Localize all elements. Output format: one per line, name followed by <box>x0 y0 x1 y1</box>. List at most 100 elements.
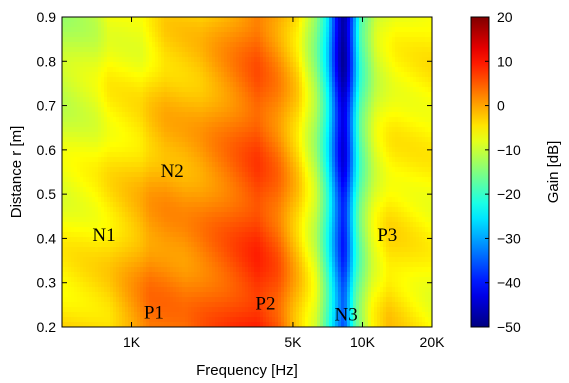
heatmap-cell <box>419 32 423 38</box>
heatmap-cell <box>413 167 417 173</box>
heatmap-cell <box>347 52 351 58</box>
heatmap-cell <box>335 157 339 163</box>
heatmap-cell <box>170 62 174 68</box>
heatmap-cell <box>110 152 114 158</box>
heatmap-cell <box>395 52 399 58</box>
heatmap-cell <box>305 122 309 128</box>
heatmap-cell <box>113 82 117 88</box>
heatmap-cell <box>176 92 180 98</box>
heatmap-cell <box>332 177 336 183</box>
heatmap-cell <box>383 147 387 153</box>
heatmap-cell <box>143 87 147 93</box>
heatmap-cell <box>233 207 237 213</box>
heatmap-cell <box>314 27 318 33</box>
heatmap-cell <box>68 77 72 83</box>
heatmap-cell <box>128 72 132 78</box>
heatmap-cell <box>200 152 204 158</box>
heatmap-cell <box>179 212 183 218</box>
heatmap-cell <box>206 92 210 98</box>
heatmap-cell <box>134 172 138 178</box>
heatmap-cell <box>398 202 402 208</box>
heatmap-cell <box>62 102 66 108</box>
heatmap-cell <box>314 172 318 178</box>
heatmap-cell <box>398 57 402 63</box>
heatmap-cell <box>212 37 216 43</box>
heatmap-cell <box>110 17 114 23</box>
heatmap-cell <box>185 132 189 138</box>
heatmap-cell <box>251 87 255 93</box>
heatmap-cell <box>131 122 135 128</box>
heatmap-cell <box>269 37 273 43</box>
heatmap-cell <box>305 32 309 38</box>
heatmap-cell <box>149 142 153 148</box>
heatmap-cell <box>71 187 75 193</box>
heatmap-cell <box>86 197 90 203</box>
heatmap-cell <box>161 162 165 168</box>
heatmap-cell <box>410 172 414 178</box>
heatmap-cell <box>257 172 261 178</box>
heatmap-cell <box>227 157 231 163</box>
heatmap-cell <box>131 167 135 173</box>
heatmap-cell <box>386 142 390 148</box>
heatmap-cell <box>332 117 336 123</box>
heatmap-cell <box>212 152 216 158</box>
heatmap-cell <box>383 42 387 48</box>
heatmap-cell <box>179 197 183 203</box>
heatmap-cell <box>302 112 306 118</box>
heatmap-cell <box>311 107 315 113</box>
heatmap-cell <box>353 182 357 188</box>
heatmap-cell <box>323 102 327 108</box>
heatmap-cell <box>251 67 255 73</box>
heatmap-cell <box>311 207 315 213</box>
heatmap-cell <box>392 102 396 108</box>
heatmap-cell <box>299 172 303 178</box>
heatmap-cell <box>296 147 300 153</box>
heatmap-cell <box>284 137 288 143</box>
heatmap-cell <box>377 157 381 163</box>
heatmap-cell <box>128 142 132 148</box>
heatmap-cell <box>107 187 111 193</box>
heatmap-cell <box>278 42 282 48</box>
heatmap-cell <box>131 17 135 23</box>
heatmap-cell <box>80 182 84 188</box>
heatmap-cell <box>404 172 408 178</box>
heatmap-cell <box>104 147 108 153</box>
heatmap-cell <box>107 47 111 53</box>
heatmap-cell <box>86 47 90 53</box>
heatmap-cell <box>425 22 429 28</box>
heatmap-cell <box>155 162 159 168</box>
heatmap-cell <box>272 177 276 183</box>
heatmap-cell <box>200 187 204 193</box>
heatmap-cell <box>350 212 354 218</box>
heatmap-cell <box>266 127 270 133</box>
heatmap-cell <box>128 197 132 203</box>
heatmap-cell <box>92 122 96 128</box>
heatmap-cell <box>404 187 408 193</box>
heatmap-cell <box>200 97 204 103</box>
heatmap-cell <box>65 142 69 148</box>
heatmap-cell <box>383 112 387 118</box>
heatmap-cell <box>173 147 177 153</box>
heatmap-cell <box>416 37 420 43</box>
heatmap-cell <box>254 92 258 98</box>
heatmap-cell <box>404 162 408 168</box>
heatmap-cell <box>263 137 267 143</box>
heatmap-cell <box>200 147 204 153</box>
heatmap-cell <box>83 162 87 168</box>
heatmap-cell <box>155 52 159 58</box>
heatmap-cell <box>113 112 117 118</box>
heatmap-cell <box>128 117 132 123</box>
heatmap-cell <box>272 92 276 98</box>
heatmap-cell <box>302 207 306 213</box>
heatmap-cell <box>77 27 81 33</box>
heatmap-cell <box>305 22 309 28</box>
heatmap-cell <box>230 132 234 138</box>
heatmap-cell <box>137 72 141 78</box>
heatmap-cell <box>74 82 78 88</box>
heatmap-cell <box>239 57 243 63</box>
heatmap-cell <box>221 157 225 163</box>
heatmap-cell <box>128 177 132 183</box>
heatmap-cell <box>80 62 84 68</box>
heatmap-cell <box>68 82 72 88</box>
heatmap-cell <box>287 122 291 128</box>
